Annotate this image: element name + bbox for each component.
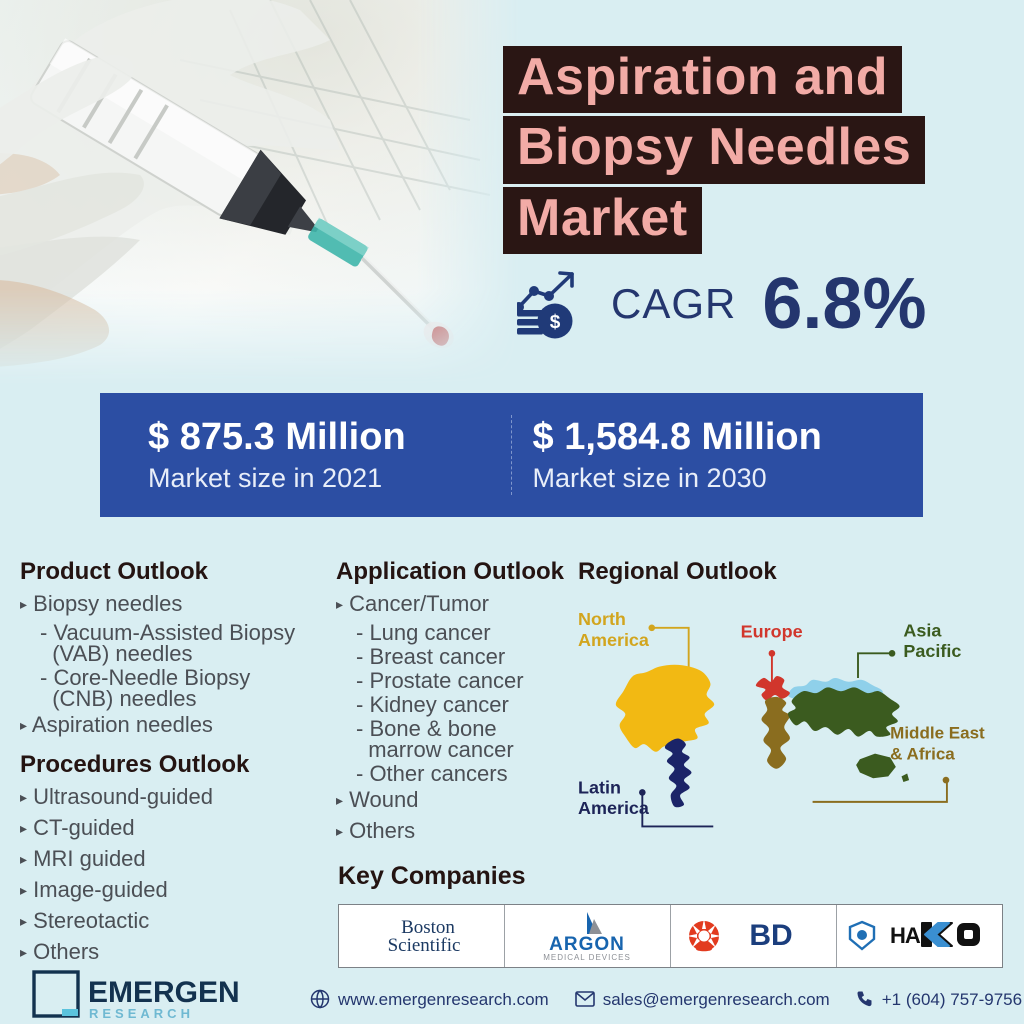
- svg-text:Europe: Europe: [741, 621, 803, 641]
- svg-text:ARGON: ARGON: [549, 934, 625, 955]
- svg-text:Pacific: Pacific: [903, 641, 961, 661]
- svg-text:America: America: [578, 630, 650, 650]
- svg-text:Latin: Latin: [578, 777, 621, 797]
- svg-text:North: North: [578, 609, 626, 629]
- svg-text:Asia: Asia: [903, 620, 942, 640]
- svg-text:Middle East: Middle East: [890, 724, 985, 743]
- svg-text:Scientific: Scientific: [388, 935, 461, 956]
- svg-text:EMERGEN: EMERGEN: [88, 976, 240, 1009]
- svg-text:America: America: [578, 798, 650, 818]
- svg-text:$: $: [550, 312, 561, 333]
- svg-text:HA: HA: [890, 923, 921, 948]
- svg-text:BD: BD: [749, 919, 792, 952]
- svg-text:RESEARCH: RESEARCH: [89, 1006, 194, 1021]
- svg-text:& Africa: & Africa: [890, 744, 955, 763]
- svg-text:MEDICAL DEVICES: MEDICAL DEVICES: [543, 953, 631, 962]
